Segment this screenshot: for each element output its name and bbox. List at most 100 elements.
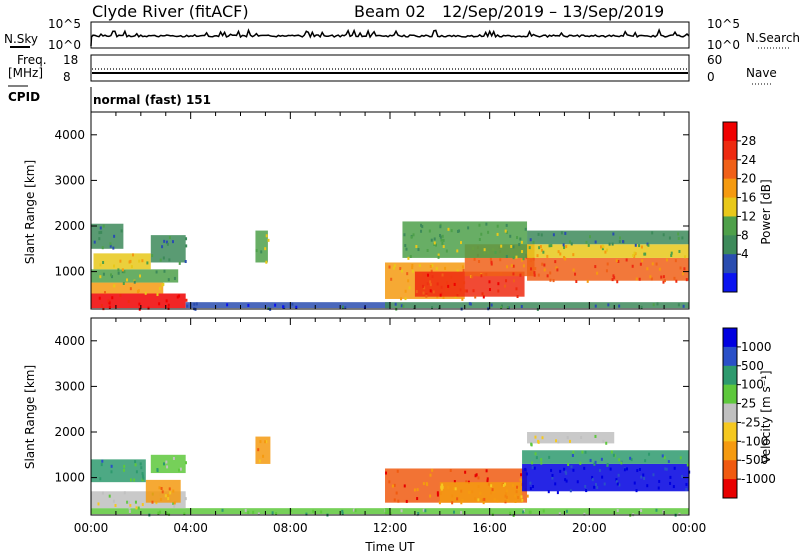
power-cell [488,288,491,292]
power-cell [542,250,545,254]
velocity-cell [417,512,420,516]
velocity-cell [657,486,660,490]
velocity-cell [643,476,646,480]
power-colorbar: 28 24 20 16 12 8 4 [722,121,756,293]
power-cell [607,303,610,307]
power-cell [529,238,532,242]
velocity-cell [685,482,688,486]
velocity-cell [141,474,144,478]
power-cell [658,267,661,271]
velocity-cell [547,490,550,494]
velocity-cell [123,491,126,495]
power-cell [428,229,431,233]
velocity-cell [593,462,596,466]
velocity-cell [609,467,612,471]
velocity-cell [101,491,104,495]
velocity-cell [424,509,427,513]
power-cell [119,293,122,297]
freq-label-top: Freq. [17,53,47,67]
colorbar-tick-label: 12 [741,209,756,223]
colorbar-frame [722,121,738,293]
power-cell [435,267,438,271]
velocity-cell [467,480,470,484]
power-cell [521,250,524,254]
power-cell [552,279,555,283]
power-cell [613,276,616,280]
power-y-axis: 1000 2000 3000 4000 [54,128,689,279]
velocity-cell [134,463,137,467]
power-cell [537,273,540,277]
power-cell [615,259,618,263]
velocity-cell [618,483,621,487]
velocity-cell [679,456,682,460]
freq-tick-bottom: 8 [63,70,71,84]
velocity-cell [128,509,131,513]
velocity-cell [159,497,162,501]
velocity-cell [502,484,505,488]
velocity-cell [603,482,606,486]
power-cell [283,305,286,309]
power-cell [555,266,558,270]
velocity-cell [533,466,536,470]
power-cell [402,304,405,308]
colorbar-band [723,422,737,442]
velocity-cell [640,475,643,479]
velocity-cell [576,480,579,484]
power-cell [267,306,270,310]
power-cell [399,267,402,271]
power-cell [439,235,442,239]
power-cell [625,258,628,262]
velocity-cell [520,495,523,499]
power-cell [441,242,444,246]
velocity-cell [551,476,554,480]
power-cell [109,244,112,248]
power-cell [454,295,457,299]
velocity-cell [388,480,391,484]
power-cell [519,273,522,277]
power-cell [478,259,481,263]
power-cell [634,243,637,247]
velocity-cell [593,485,596,489]
power-cell [117,268,120,272]
velocity-cell [648,452,651,456]
power-cell [112,246,115,250]
velocity-cell [464,470,467,474]
velocity-cell [177,468,180,472]
nsearch-tick-top: 10^5 [707,17,740,31]
colorbar-tick-label: -25 [741,415,761,429]
power-cell [638,277,641,281]
power-cell [563,246,566,250]
nsearch-tick-bottom: 10^0 [707,38,740,52]
velocity-cell [126,500,129,504]
velocity-cell [271,511,274,515]
velocity-cell [475,473,478,477]
power-cell [401,269,404,273]
velocity-cell [685,487,688,491]
power-cell [640,305,643,309]
power-cell [536,254,539,258]
power-cell [617,259,620,263]
velocity-cell [257,512,260,516]
velocity-cell [247,510,250,514]
velocity-cell [640,509,643,513]
power-cell [474,295,477,299]
power-cell [631,264,634,268]
power-cell [433,237,436,241]
colorbar-tick-label: 16 [741,191,756,205]
velocity-cell [164,494,167,498]
power-cell [538,246,541,250]
velocity-cell [440,487,443,491]
power-cell [660,275,663,279]
velocity-cell [429,473,432,477]
velocity-cell [474,474,477,478]
power-cell [510,264,513,268]
power-cell [430,290,433,294]
velocity-cell [581,450,584,454]
velocity-cell [610,450,613,454]
power-cell [162,256,165,260]
station-title: Clyde River (fitACF) [92,2,249,21]
power-cell [460,241,463,245]
x-tick-label: 20:00 [572,521,607,535]
velocity-cell [565,479,568,483]
power-cell [98,296,101,300]
